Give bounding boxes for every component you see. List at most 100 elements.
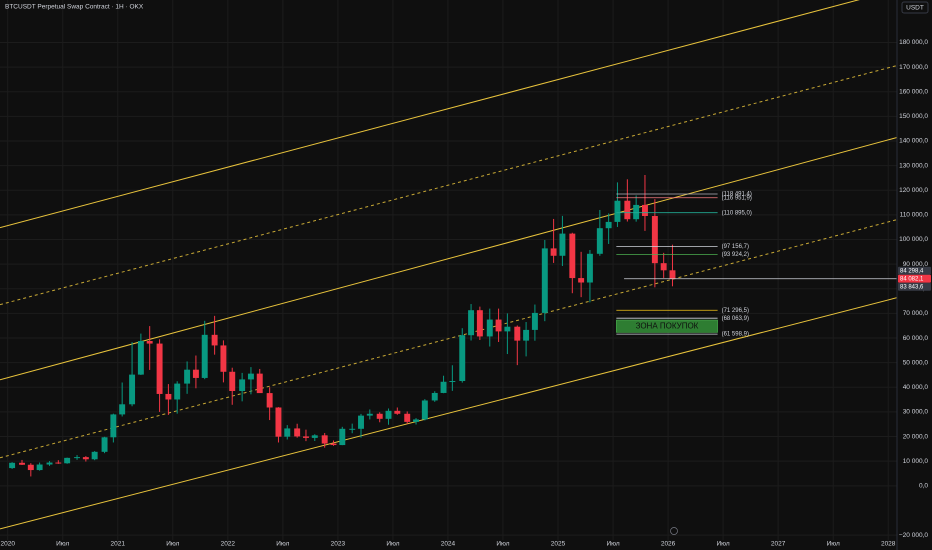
candle-body — [91, 451, 98, 460]
price-tag-label: 84 082,1 — [900, 276, 924, 282]
candle-body — [275, 407, 282, 437]
candle-body — [247, 373, 254, 380]
y-tick-label: 170 000,0 — [899, 64, 928, 71]
level-label: (110 895,0) — [722, 210, 752, 216]
x-tick-label: 2023 — [331, 541, 346, 548]
candle-body — [614, 200, 621, 222]
candle-body — [74, 457, 81, 459]
price-tag — [898, 282, 931, 291]
candle-body — [578, 278, 585, 283]
candle-body — [339, 428, 346, 446]
x-tick-label: Июл — [496, 541, 509, 548]
candle-body — [569, 233, 576, 279]
x-tick-label: Июл — [56, 541, 69, 548]
candle-body — [651, 215, 658, 264]
level-label: (116 951,9) — [722, 195, 752, 201]
y-tick-label: 50 000,0 — [903, 359, 929, 366]
x-tick-label: 2022 — [221, 541, 236, 548]
candle-body — [101, 437, 108, 452]
candle-body — [46, 462, 53, 465]
candle-body — [174, 383, 181, 400]
candle-body — [541, 248, 548, 313]
candle-body — [82, 457, 89, 460]
x-tick-label: Июл — [386, 541, 399, 548]
y-tick-label: 20 000,0 — [903, 433, 929, 440]
candle-body — [349, 428, 356, 430]
x-tick-label: 2028 — [881, 541, 896, 548]
candle-body — [119, 404, 126, 415]
y-tick-label: 110 000,0 — [900, 212, 929, 219]
candle-body — [165, 393, 172, 400]
y-tick-label: 130 000,0 — [899, 162, 928, 169]
candle-body — [19, 462, 25, 465]
candle-body — [431, 392, 438, 401]
candle-body — [358, 415, 364, 429]
channel-line — [0, 0, 860, 229]
candle-body — [633, 204, 640, 220]
price-tag-label: 83 843,6 — [900, 284, 924, 290]
candle-body — [586, 253, 593, 283]
level-label: (118 491,4) — [722, 192, 752, 198]
y-tick-label: 150 000,0 — [899, 113, 928, 120]
candle-body — [229, 371, 236, 391]
candle-body — [376, 413, 383, 419]
x-tick-label: Июл — [276, 541, 289, 548]
candle-body — [184, 369, 191, 384]
y-tick-label: 40 000,0 — [903, 384, 929, 391]
y-tick-label: 30 000,0 — [903, 409, 929, 416]
event-icon — [670, 527, 678, 535]
candle-body — [669, 270, 676, 279]
candle-body — [294, 428, 301, 437]
candle-body — [605, 221, 612, 229]
level-label: (71 296,5) — [722, 308, 749, 314]
x-tick-label: 2021 — [111, 541, 126, 548]
candle-body — [256, 373, 263, 394]
candle-body — [449, 381, 456, 383]
level-label: (68 063,9) — [722, 316, 749, 322]
candle-body — [55, 462, 62, 464]
level-label: (61 598,9) — [722, 332, 749, 338]
candle-body — [330, 443, 337, 446]
candle-body — [531, 312, 538, 330]
candle-body — [220, 345, 227, 372]
candle-body — [514, 326, 521, 341]
candle-body — [596, 228, 603, 254]
candle-body — [211, 334, 218, 346]
x-tick-label: Июл — [827, 541, 840, 548]
y-tick-label: 90 000,0 — [903, 261, 929, 268]
buy-zone — [616, 319, 718, 333]
candle-body — [64, 457, 71, 464]
candle-body — [559, 233, 566, 256]
candle-body — [321, 435, 328, 444]
channel-line — [0, 219, 897, 459]
price-tag — [898, 266, 931, 275]
currency: USDT — [906, 5, 924, 12]
candle-body — [641, 204, 648, 216]
candle-body — [284, 428, 291, 437]
candle-body — [201, 334, 208, 378]
candle-body — [486, 319, 493, 337]
candle-body — [413, 419, 420, 422]
candle-body — [550, 248, 557, 256]
candle-body — [394, 410, 401, 414]
buy-zone-label: ЗОНА ПОКУПОК — [636, 321, 699, 330]
y-tick-label: 120 000,0 — [899, 187, 928, 194]
candle-body — [468, 310, 475, 336]
candle-body — [476, 310, 483, 337]
y-tick-label: 180 000,0 — [899, 39, 928, 46]
x-tick-label: Июл — [166, 541, 179, 548]
x-tick-label: 2027 — [771, 541, 786, 548]
x-tick-label: Июл — [717, 541, 730, 548]
channel-line — [0, 65, 897, 306]
y-tick-label: 0,0 — [919, 483, 928, 490]
candle-body — [504, 326, 511, 332]
currency-box — [901, 1, 929, 14]
x-tick-label: Июл — [606, 541, 619, 548]
candle-body — [311, 435, 318, 438]
x-tick-label: 2020 — [0, 541, 15, 548]
x-tick-label: 2024 — [441, 541, 456, 548]
y-tick-label: 70 000,0 — [903, 310, 929, 317]
y-tick-label: −20 000,0 — [899, 532, 928, 539]
